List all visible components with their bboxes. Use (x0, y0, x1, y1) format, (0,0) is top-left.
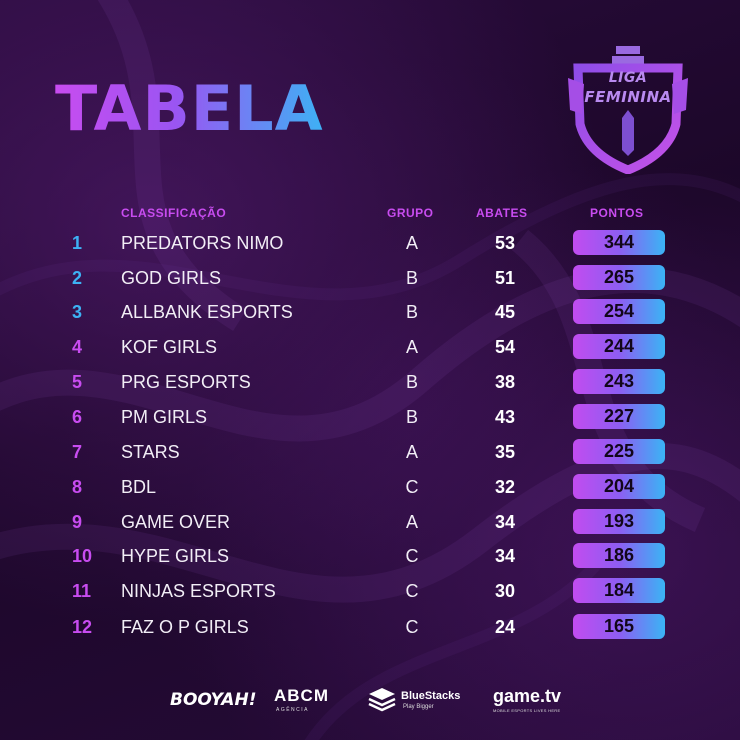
rank-number: 10 (72, 546, 93, 566)
header-grupo: GRUPO (387, 206, 434, 220)
rank-number: 11 (72, 581, 92, 601)
header-abates: ABATES (476, 206, 528, 220)
team-group: C (405, 546, 419, 566)
bluestacks-icon (368, 688, 396, 712)
bluestacks-subtitle: Play Bigger (403, 704, 434, 710)
table-row: 1 PREDATORS NIMO A 53 344 (0, 227, 740, 261)
rank-number: 12 (72, 617, 93, 637)
team-group: A (405, 233, 418, 253)
table-row: 12 FAZ O P GIRLS C 24 165 (0, 611, 740, 645)
abcm-logo: ABCM (274, 686, 329, 705)
gametv-subtitle: MOBILE ESPORTS LIVES HERE (493, 708, 561, 713)
team-name: PRG ESPORTS (121, 372, 251, 392)
team-group: C (405, 477, 419, 497)
rank-number: 5 (72, 372, 83, 392)
team-points: 265 (573, 265, 665, 290)
logo-line2: FEMININA (584, 88, 672, 106)
header-classificacao: CLASSIFICAÇÃO (121, 206, 227, 220)
team-name: GAME OVER (121, 512, 231, 532)
team-group: B (405, 407, 418, 427)
team-kills: 34 (494, 512, 516, 532)
rank-number: 7 (72, 442, 83, 462)
team-name: PREDATORS NIMO (121, 233, 284, 253)
table-row: 7 STARS A 35 225 (0, 436, 740, 470)
team-name: NINJAS ESPORTS (121, 581, 276, 601)
rank-number: 9 (72, 512, 83, 532)
table-row: 5 PRG ESPORTS B 38 243 (0, 366, 740, 400)
team-points: 344 (573, 230, 665, 255)
team-points: 186 (573, 543, 665, 568)
team-name: KOF GIRLS (121, 337, 218, 357)
team-points: 165 (573, 614, 665, 639)
team-kills: 51 (494, 268, 516, 288)
table-row: 2 GOD GIRLS B 51 265 (0, 262, 740, 296)
liga-feminina-logo: LIGA FEMININA (564, 44, 692, 175)
team-group: C (405, 581, 419, 601)
bluestacks-logo: BlueStacks (401, 690, 461, 702)
team-group: A (405, 512, 418, 532)
team-name: GOD GIRLS (121, 268, 222, 288)
team-points: 243 (573, 369, 665, 394)
logo-line1: LIGA (608, 70, 648, 86)
abcm-subtitle: AGÊNCIA (276, 707, 310, 713)
header-pontos: PONTOS (590, 206, 644, 220)
team-name: HYPE GIRLS (121, 546, 230, 566)
team-points: 184 (573, 578, 665, 603)
gametv-logo: game.tv (493, 686, 562, 706)
sponsors-bar: BOOYAH! ABCM AGÊNCIA BlueStacks Play Big… (0, 684, 740, 720)
rank-number: 2 (72, 268, 83, 288)
table-row: 6 PM GIRLS B 43 227 (0, 401, 740, 435)
rank-number: 3 (72, 302, 83, 322)
team-kills: 32 (494, 477, 516, 497)
team-kills: 38 (494, 372, 516, 392)
page-title: TABELA (55, 72, 324, 145)
team-group: A (405, 442, 418, 462)
rank-number: 1 (72, 233, 83, 253)
team-kills: 45 (494, 302, 516, 322)
team-name: ALLBANK ESPORTS (121, 302, 293, 322)
team-points: 225 (573, 439, 665, 464)
rank-number: 4 (72, 337, 83, 357)
team-kills: 35 (494, 442, 516, 462)
table-row: 4 KOF GIRLS A 54 244 (0, 331, 740, 365)
team-group: B (405, 268, 418, 288)
team-points: 193 (573, 509, 665, 534)
team-points: 254 (573, 299, 665, 324)
team-name: FAZ O P GIRLS (121, 617, 249, 637)
table-row: 9 GAME OVER A 34 193 (0, 506, 740, 540)
team-name: BDL (121, 477, 157, 497)
table-row: 10 HYPE GIRLS C 34 186 (0, 540, 740, 574)
team-group: C (405, 617, 419, 637)
table-row: 11 NINJAS ESPORTS C 30 184 (0, 575, 740, 609)
team-kills: 53 (494, 233, 516, 253)
booyah-logo: BOOYAH! (170, 690, 257, 710)
team-kills: 24 (494, 617, 516, 637)
team-points: 244 (573, 334, 665, 359)
team-kills: 30 (494, 581, 516, 601)
team-name: PM GIRLS (121, 407, 208, 427)
table-row: 3 ALLBANK ESPORTS B 45 254 (0, 296, 740, 330)
team-kills: 43 (494, 407, 516, 427)
team-group: B (405, 302, 418, 322)
rank-number: 6 (72, 407, 83, 427)
team-group: A (405, 337, 418, 357)
team-points: 227 (573, 404, 665, 429)
table-row: 8 BDL C 32 204 (0, 471, 740, 505)
rank-number: 8 (72, 477, 83, 497)
team-name: STARS (121, 442, 180, 462)
team-kills: 54 (494, 337, 516, 357)
team-kills: 34 (494, 546, 516, 566)
team-points: 204 (573, 474, 665, 499)
team-group: B (405, 372, 418, 392)
